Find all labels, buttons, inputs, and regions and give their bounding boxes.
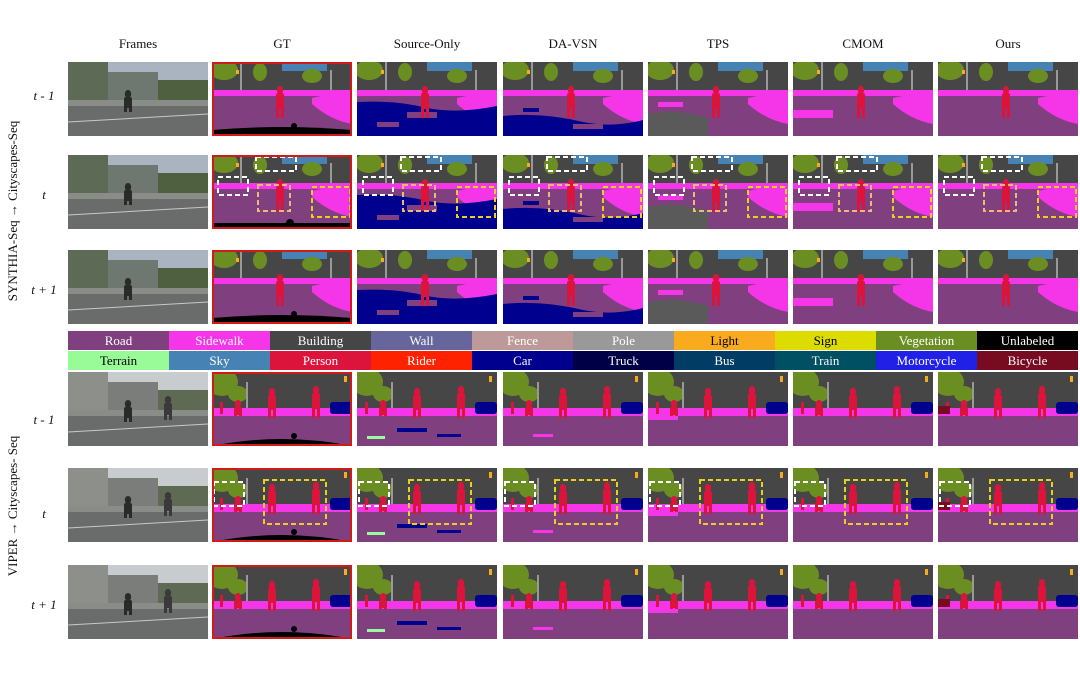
col-header-source-only: Source-Only xyxy=(393,36,461,51)
cell-source-only-row-2 xyxy=(357,155,497,229)
legend-train: Train xyxy=(775,351,876,370)
cell-gt-row-3 xyxy=(212,250,352,324)
cell-source-only-row-3 xyxy=(357,250,497,324)
row-label-synthia-t: t xyxy=(42,187,46,202)
cell-gt-row-2 xyxy=(212,155,352,229)
legend-building: Building xyxy=(270,331,371,350)
col-header-tps: TPS xyxy=(706,36,730,51)
cell-ours-row-3 xyxy=(938,250,1078,324)
cell-tps-row-6 xyxy=(648,565,788,639)
row-label-synthia-t-minus-1: t - 1 xyxy=(33,88,55,103)
legend-vegetation: Vegetation xyxy=(876,331,977,350)
cell-frames-row-5 xyxy=(68,468,208,542)
cell-source-only-row-4 xyxy=(357,372,497,446)
cell-cmom-row-3 xyxy=(793,250,933,324)
cell-da-vsn-row-6 xyxy=(503,565,643,639)
legend-unlabeled: Unlabeled xyxy=(977,331,1078,350)
col-header-da-vsn: DA-VSN xyxy=(548,36,598,51)
cell-da-vsn-row-5 xyxy=(503,468,643,542)
cell-da-vsn-row-4 xyxy=(503,372,643,446)
cell-cmom-row-4 xyxy=(793,372,933,446)
legend-person: Person xyxy=(270,351,371,370)
col-header-frames: Frames xyxy=(118,36,158,51)
cell-ours-row-4 xyxy=(938,372,1078,446)
row-label-viper-t-minus-1: t - 1 xyxy=(33,412,55,427)
legend-row-1: Road Sidewalk Building Wall Fence Pole Light Si… xyxy=(68,331,1078,350)
cell-source-only-row-1 xyxy=(357,62,497,136)
legend-bicycle: Bicycle xyxy=(977,351,1078,370)
col-header-cmom: CMOM xyxy=(842,36,884,51)
cell-source-only-row-5 xyxy=(357,468,497,542)
cell-ours-row-2 xyxy=(938,155,1078,229)
cell-cmom-row-6 xyxy=(793,565,933,639)
legend-fence: Fence xyxy=(472,331,573,350)
legend-sign: Sign xyxy=(775,331,876,350)
row-label-viper-t: t xyxy=(42,506,46,521)
legend-truck: Truck xyxy=(573,351,674,370)
cell-tps-row-5 xyxy=(648,468,788,542)
cell-frames-row-6 xyxy=(68,565,208,639)
panel-title-viper-text: VIPER → Cityscapes- Seq xyxy=(5,435,20,577)
legend-rider: Rider xyxy=(371,351,472,370)
cell-ours-row-5 xyxy=(938,468,1078,542)
cell-gt-row-5 xyxy=(212,468,352,542)
col-header-ours: Ours xyxy=(995,36,1021,51)
row-label-viper-t-plus-1: t + 1 xyxy=(31,597,57,612)
cell-da-vsn-row-2 xyxy=(503,155,643,229)
cell-da-vsn-row-1 xyxy=(503,62,643,136)
legend-light: Light xyxy=(674,331,775,350)
cell-frames-row-4 xyxy=(68,372,208,446)
cell-gt-row-4 xyxy=(212,372,352,446)
cell-tps-row-2 xyxy=(648,155,788,229)
cell-gt-row-1 xyxy=(212,62,352,136)
cell-source-only-row-6 xyxy=(357,565,497,639)
panel-title-synthia-text: SYNTHIA-Seq → Cityscapes-Seq xyxy=(5,120,20,302)
legend-wall: Wall xyxy=(371,331,472,350)
cell-da-vsn-row-3 xyxy=(503,250,643,324)
cell-frames-row-2 xyxy=(68,155,208,229)
legend-car: Car xyxy=(472,351,573,370)
cell-tps-row-4 xyxy=(648,372,788,446)
cell-frames-row-1 xyxy=(68,62,208,136)
cell-ours-row-1 xyxy=(938,62,1078,136)
legend-pole: Pole xyxy=(573,331,674,350)
legend-bus: Bus xyxy=(674,351,775,370)
row-label-synthia-t-plus-1: t + 1 xyxy=(31,282,57,297)
cell-gt-row-6 xyxy=(212,565,352,639)
col-header-gt: GT xyxy=(273,36,291,51)
legend-sidewalk: Sidewalk xyxy=(169,331,270,350)
cell-cmom-row-5 xyxy=(793,468,933,542)
legend-row-2: Terrain Sky Person Rider Car Truck Bus Train Mot… xyxy=(68,351,1078,370)
cell-cmom-row-1 xyxy=(793,62,933,136)
legend-terrain: Terrain xyxy=(68,351,169,370)
cell-frames-row-3 xyxy=(68,250,208,324)
cell-tps-row-3 xyxy=(648,250,788,324)
legend-road: Road xyxy=(68,331,169,350)
cell-tps-row-1 xyxy=(648,62,788,136)
cell-cmom-row-2 xyxy=(793,155,933,229)
legend-sky: Sky xyxy=(169,351,270,370)
legend-motorcycle: Motorcycle xyxy=(876,351,977,370)
cell-ours-row-6 xyxy=(938,565,1078,639)
